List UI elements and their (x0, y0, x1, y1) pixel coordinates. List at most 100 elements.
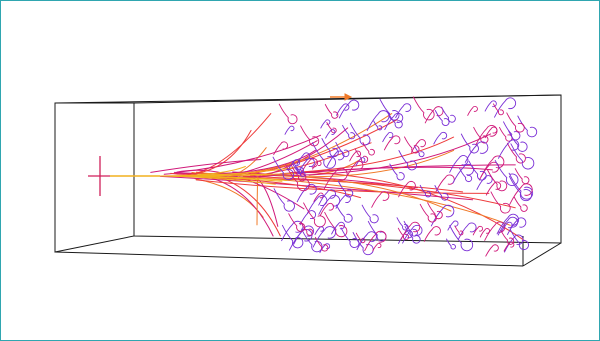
curl-track (335, 141, 350, 158)
curl-track (325, 129, 336, 139)
curl-track (321, 138, 339, 158)
curl-tracks (272, 96, 538, 257)
particle-track (210, 177, 361, 199)
curl-track (287, 159, 301, 171)
curl-track (395, 103, 412, 118)
curl-track (434, 110, 450, 126)
curl-track (318, 194, 341, 215)
curl-track (433, 131, 448, 145)
curl-track (513, 196, 528, 212)
curl-track (319, 202, 335, 216)
curl-track (288, 213, 306, 232)
particle-track (237, 174, 452, 212)
curl-track (412, 96, 435, 121)
curl-track (486, 169, 508, 192)
curl-track (314, 226, 324, 236)
curl-track (356, 231, 377, 251)
particle-track (256, 176, 259, 226)
box-edge-bottom (54, 251, 524, 267)
curl-track (485, 244, 499, 257)
particle-track (170, 129, 252, 175)
curl-track (336, 103, 350, 116)
curl-track (403, 220, 418, 237)
curl-track (278, 103, 298, 125)
curl-track (424, 106, 444, 124)
curl-track (484, 126, 498, 139)
curl-track (273, 141, 289, 156)
particle-track (270, 133, 492, 177)
curl-track (323, 167, 348, 190)
curl-track (508, 172, 534, 200)
curl-track (306, 195, 328, 214)
curl-track (312, 160, 322, 170)
curl-track (507, 217, 527, 235)
curl-track (300, 125, 320, 147)
curl-track (449, 225, 474, 252)
curl-track (311, 142, 336, 169)
curl-track (467, 105, 478, 116)
particle-track (176, 169, 305, 210)
particle-track (289, 136, 455, 174)
curl-track (338, 99, 360, 119)
curl-track (366, 110, 390, 132)
box-front-face (54, 102, 135, 253)
curl-track (402, 224, 423, 244)
curl-track (352, 232, 374, 256)
curl-track (355, 157, 366, 167)
curl-track (490, 191, 511, 214)
curl-track (419, 203, 437, 223)
particle-track (242, 175, 516, 209)
curl-track (292, 163, 302, 174)
curl-track (503, 241, 515, 252)
curl-track (454, 225, 464, 236)
curl-track (464, 141, 489, 163)
curl-track (503, 121, 521, 141)
curl-track (446, 238, 456, 250)
curl-track (458, 222, 477, 240)
curl-track (354, 148, 369, 164)
curl-track (509, 183, 533, 205)
curl-track (373, 120, 383, 131)
curl-track (475, 125, 498, 146)
curl-track (301, 228, 323, 253)
curl-track (506, 142, 526, 164)
curl-track (396, 217, 409, 231)
curl-track (494, 159, 519, 186)
curl-track (500, 229, 515, 245)
particle-track (246, 164, 516, 179)
curl-track (281, 220, 304, 242)
curl-track (372, 242, 382, 252)
curl-track (473, 126, 489, 144)
curl-track (459, 167, 473, 183)
curl-track (296, 183, 317, 203)
curl-track (479, 228, 490, 238)
curl-track (517, 115, 538, 138)
curl-track (349, 122, 371, 146)
curl-track (485, 181, 502, 196)
curl-track (384, 112, 404, 131)
curl-track (514, 168, 530, 185)
curl-track (494, 97, 517, 118)
curl-track (379, 98, 400, 121)
curl-track (272, 156, 294, 181)
curl-track (493, 103, 504, 116)
curl-track (427, 202, 443, 220)
curl-track (484, 221, 506, 241)
curl-track (361, 204, 379, 224)
curl-track (292, 160, 304, 174)
curl-track (419, 184, 432, 198)
curl-track (285, 164, 310, 192)
direction-arrow-icon (330, 93, 353, 101)
curl-track (347, 160, 364, 176)
curl-track (295, 165, 306, 178)
curl-track (389, 163, 405, 181)
curl-track (496, 213, 520, 235)
curl-track (506, 112, 525, 133)
box-edge-front-right (522, 242, 562, 267)
curl-track (398, 180, 416, 198)
curl-track (484, 100, 497, 112)
curl-track (342, 124, 356, 140)
curl-track (447, 220, 459, 231)
curl-track (367, 220, 387, 242)
